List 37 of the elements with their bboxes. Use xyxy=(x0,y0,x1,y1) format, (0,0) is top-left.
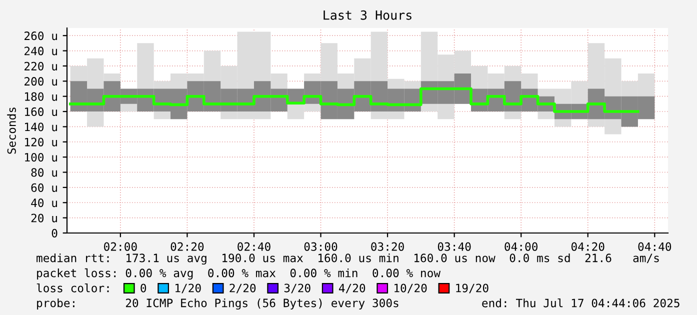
y-tick-label: 0 xyxy=(52,228,58,238)
x-tick-label: 04:20 xyxy=(571,242,604,251)
x-tick-label: 03:20 xyxy=(371,242,404,251)
x-tick-label: 04:40 xyxy=(638,242,672,251)
y-tick-label: 160 u xyxy=(25,107,57,116)
legend-label: 19/20 xyxy=(456,284,488,294)
y-tick-label: 140 u xyxy=(25,122,57,132)
x-tick-label: 04:00 xyxy=(504,242,538,251)
x-tick-label: 03:00 xyxy=(304,242,338,251)
text: median rtt: 173.1 us avg 190.0 us max 160.0 us min 160.0 us now 0.0 ms sd 21.6 am/s xyxy=(36,253,659,265)
y-tick-label: 240 u xyxy=(24,46,57,56)
y-tick-label: 80 u xyxy=(31,168,57,177)
x-tick-label: 02:20 xyxy=(170,242,204,251)
legend-label: 4/20 xyxy=(338,284,366,294)
text: end: Thu Jul 17 04:44:06 2025 xyxy=(482,298,680,308)
y-tick-label: 40 u xyxy=(31,198,57,208)
x-tick-label: 03:40 xyxy=(438,242,471,251)
y-tick-label: 100 u xyxy=(25,152,57,162)
text: packet loss: 0.00 % avg 0.00 % max 0.00 % min 0.00 % now xyxy=(37,268,441,280)
legend-label: 1/20 xyxy=(176,284,201,294)
legend-title: loss color: xyxy=(36,283,109,292)
y-tick-label: 60 u xyxy=(31,183,57,192)
x-tick-label: 02:40 xyxy=(238,242,270,251)
y-tick-label: 180 u xyxy=(25,92,57,101)
legend-label: 0 xyxy=(140,284,146,292)
legend-label: 2/20 xyxy=(230,284,256,294)
chart-title: Last 3 Hours xyxy=(324,10,412,20)
y-tick-label: 220 u xyxy=(24,62,57,70)
y-tick-label: 120 u xyxy=(25,138,57,146)
legend-label: 3/20 xyxy=(284,284,310,294)
legend-label: 10/20 xyxy=(394,284,427,294)
y-tick-label: 260 u xyxy=(24,31,57,40)
text: probe: 20 ICMP Echo Pings (56 Bytes) every 300s xyxy=(37,298,398,310)
x-tick-label: 02:00 xyxy=(104,242,137,251)
y-axis-title: Seconds xyxy=(7,108,16,154)
y-tick-label: 20 u xyxy=(31,214,57,222)
y-tick-label: 200 u xyxy=(24,77,57,86)
